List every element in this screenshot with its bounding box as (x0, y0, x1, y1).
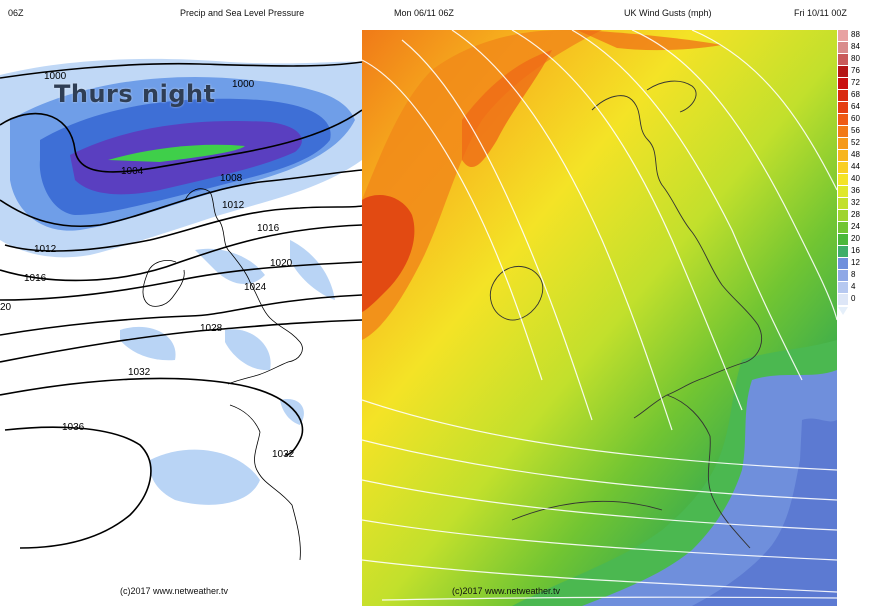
colorbar-swatch (838, 282, 848, 294)
colorbar-tick-label: 16 (851, 246, 860, 255)
isobar-label: 1000 (44, 71, 67, 82)
coastlines (142, 188, 303, 561)
colorbar-swatch (838, 78, 848, 90)
colorbar-tick-label: 24 (851, 222, 860, 231)
colorbar-swatch (838, 294, 848, 306)
colorbar-tick-label: 36 (851, 186, 860, 195)
isobar-label: 1036 (62, 422, 85, 433)
colorbar-tick-label: 20 (851, 234, 860, 243)
colorbar-swatch (838, 102, 848, 114)
isobar-label: 1016 (257, 223, 280, 234)
colorbar-tick-label: 52 (851, 138, 860, 147)
colorbar-tick-label: 8 (851, 270, 856, 279)
colorbar-swatch (838, 174, 848, 186)
isobar-label: 1020 (270, 258, 293, 269)
gust-band-60 (362, 30, 602, 340)
colorbar-tick-label: 48 (851, 150, 860, 159)
colorbar-swatch (838, 246, 848, 258)
colorbar-swatch (838, 234, 848, 246)
colorbar-swatch (838, 198, 848, 210)
isobar-lines (0, 61, 362, 549)
isobar-label: 1024 (244, 282, 267, 293)
colorbar-tick-label: 68 (851, 90, 860, 99)
colorbar-tick-label: 84 (851, 42, 860, 51)
colorbar-tick-label: 0 (851, 294, 856, 303)
colorbar-tick-label: 32 (851, 198, 860, 207)
isobar-label: 1008 (220, 173, 243, 184)
isobar-label: 1004 (121, 166, 144, 177)
colorbar-swatch (838, 210, 848, 222)
colorbar-swatch (838, 138, 848, 150)
colorbar-tick-label: 56 (851, 126, 860, 135)
colorbar-swatch (838, 54, 848, 66)
credit-text: (c)2017 www.netweather.tv (120, 586, 229, 596)
colorbar-swatch (838, 222, 848, 234)
colorbar-tick-label: 44 (851, 162, 860, 171)
colorbar-swatch (838, 258, 848, 270)
colorbar-tick-label: 4 (851, 282, 856, 291)
colorbar-tick-label: 28 (851, 210, 860, 219)
colorbar-tick-label: 76 (851, 66, 860, 75)
colorbar-tick-label: 64 (851, 102, 860, 111)
gust-colorbar: 88 84 80 76 72 68 64 60 56 52 48 44 40 36 32 28 24 20 16 12… (838, 30, 870, 320)
isobar-label: 1000 (232, 79, 255, 90)
isobar-label: 1032 (272, 449, 295, 460)
wind-gust-panel: Mon 06/11 06Z UK Wind Gusts (mph) Fri 10… (362, 0, 870, 606)
wind-gust-map (362, 30, 837, 606)
colorbar-min-arrow (838, 307, 848, 315)
colorbar-swatch (838, 114, 848, 126)
valid-time-label: Mon 06/11 06Z (394, 8, 454, 18)
colorbar-tick-label: 60 (851, 114, 860, 123)
overlay-annotation: Thurs night (54, 80, 216, 108)
isobar-labels: 1000 1000 1004 1008 1012 1012 1016 1016 … (0, 71, 295, 460)
isobar-label: 20 (0, 302, 12, 313)
isobar-label: 1012 (34, 244, 57, 255)
colorbar-swatch (838, 186, 848, 198)
colorbar-swatch (838, 42, 848, 54)
colorbar-swatch (838, 162, 848, 174)
pressure-map: 1000 1000 1004 1008 1012 1012 1016 1016 … (0, 58, 362, 561)
wind-streamlines (362, 30, 837, 601)
colorbar-tick-label: 40 (851, 174, 860, 183)
colorbar-tick-label: 88 (851, 30, 860, 39)
coastlines (490, 80, 762, 549)
gust-band-70 (362, 195, 415, 312)
credit-text: (c)2017 www.netweather.tv (452, 586, 561, 596)
pressure-chart-panel: 1000 1000 1004 1008 1012 1012 1016 1016 … (0, 0, 362, 606)
isobar-label: 1016 (24, 273, 47, 284)
colorbar-swatch (838, 126, 848, 138)
corner-time-label: 06Z (8, 8, 24, 18)
colorbar-tick-label: 80 (851, 54, 860, 63)
colorbar-swatch (838, 150, 848, 162)
run-time-label: Fri 10/11 00Z (794, 8, 847, 18)
precipitation-shading (0, 58, 362, 505)
colorbar-swatch (838, 90, 848, 102)
colorbar-swatch (838, 30, 848, 42)
isobar-label: 1032 (128, 367, 151, 378)
colorbar-swatch (838, 66, 848, 78)
isobar-label: 1028 (200, 323, 223, 334)
pressure-chart-title: Precip and Sea Level Pressure (180, 8, 305, 18)
colorbar-tick-label: 72 (851, 78, 860, 87)
colorbar-tick-label: 12 (851, 258, 860, 267)
colorbar-swatch (838, 270, 848, 282)
wind-gust-title: UK Wind Gusts (mph) (624, 8, 712, 18)
isobar-label: 1012 (222, 200, 245, 211)
